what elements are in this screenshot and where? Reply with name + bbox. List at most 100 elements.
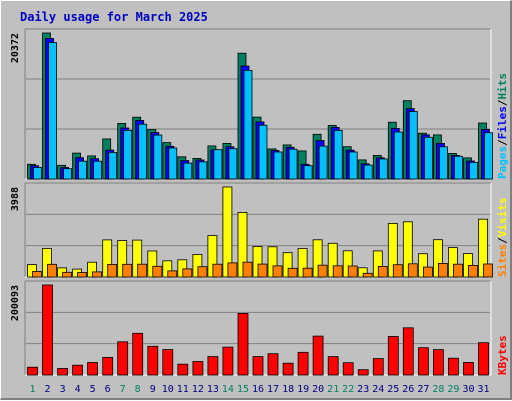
panel-bottom: 200093 <box>10 280 492 376</box>
bar-kbytes-day-15 <box>237 312 249 376</box>
x-tick-label-day-28: 28 <box>432 384 444 395</box>
bar-pages-day-6 <box>108 151 118 180</box>
bar-pages-day-29 <box>453 155 463 180</box>
legend-item-kbytes: KBytes <box>496 335 509 375</box>
bar-sites-day-27 <box>422 266 433 278</box>
bar-visits-day-18 <box>282 252 293 278</box>
bar-visits-day-14 <box>222 186 233 278</box>
bar-pages-day-16 <box>258 124 268 180</box>
bar-visits-day-27 <box>417 253 428 278</box>
legend-separator: / <box>496 139 509 146</box>
legend-item-files: Files <box>496 106 509 139</box>
bar-visits-day-24 <box>372 250 383 278</box>
chart-title: Daily usage for March 2025 <box>20 10 208 24</box>
x-tick-label-day-15: 15 <box>237 384 249 395</box>
bar-visits-day-16 <box>252 246 263 278</box>
bar-visits-day-7 <box>117 240 128 278</box>
bar-visits-day-9 <box>147 250 158 278</box>
bar-pages-day-30 <box>469 161 478 180</box>
x-tick-label-day-6: 6 <box>105 384 111 395</box>
bar-sites-day-29 <box>452 263 463 278</box>
bar-visits-day-28 <box>432 239 443 278</box>
x-tick-label-day-7: 7 <box>120 384 126 395</box>
bar-visits-day-20 <box>312 239 323 278</box>
bar-pages-day-31 <box>484 132 493 180</box>
bar-sites-day-21 <box>332 265 343 278</box>
bar-kbytes-day-21 <box>327 356 339 376</box>
bar-visits-day-12 <box>192 253 203 278</box>
bar-kbytes-day-29 <box>447 357 459 376</box>
bar-kbytes-day-9 <box>147 345 159 376</box>
bar-pages-day-20 <box>318 145 328 180</box>
x-tick-label-day-14: 14 <box>222 384 234 395</box>
bar-sites-day-1 <box>32 271 42 278</box>
bar-visits-day-8 <box>132 239 143 278</box>
bar-sites-day-14 <box>227 262 238 278</box>
bar-pages-day-21 <box>333 129 343 180</box>
x-tick-label-day-27: 27 <box>417 384 429 395</box>
bar-sites-day-13 <box>212 263 223 278</box>
bar-kbytes-day-12 <box>192 361 204 376</box>
bar-kbytes-day-16 <box>252 356 264 376</box>
scale-label-top: 20372 <box>10 33 21 63</box>
bar-sites-day-11 <box>182 268 193 278</box>
bar-visits-day-19 <box>297 247 308 278</box>
x-tick-label-day-9: 9 <box>150 384 156 395</box>
bar-visits-day-10 <box>162 260 173 278</box>
bar-kbytes-day-28 <box>432 349 444 376</box>
bar-pages-day-1 <box>33 166 42 180</box>
bar-sites-day-30 <box>468 264 478 278</box>
bar-pages-day-2 <box>48 42 57 180</box>
bar-sites-day-17 <box>272 265 283 278</box>
x-tick-label-day-8: 8 <box>135 384 141 395</box>
legend-separator: / <box>496 99 509 106</box>
bar-kbytes-day-17 <box>267 353 279 376</box>
x-tick-label-day-1: 1 <box>29 384 35 395</box>
bar-visits-day-2 <box>42 247 52 278</box>
bar-visits-day-6 <box>102 239 113 278</box>
x-tick-label-day-16: 16 <box>252 384 264 395</box>
bar-pages-day-19 <box>303 165 313 180</box>
panel-top: 20372 <box>10 28 493 180</box>
bar-visits-day-5 <box>87 261 97 278</box>
bar-kbytes-day-19 <box>297 351 309 376</box>
bar-sites-day-19 <box>302 267 313 278</box>
bar-sites-day-8 <box>137 263 148 278</box>
bar-sites-day-22 <box>347 265 358 278</box>
legend-item-pages: Pages <box>496 146 509 179</box>
bar-pages-day-4 <box>78 160 87 180</box>
bar-kbytes-day-22 <box>342 362 354 376</box>
bar-pages-day-26 <box>408 111 418 180</box>
legend-separator: / <box>496 237 509 244</box>
x-tick-label-day-5: 5 <box>90 384 96 395</box>
bar-kbytes-day-27 <box>417 347 429 376</box>
bar-kbytes-day-13 <box>207 356 219 376</box>
bar-kbytes-day-30 <box>463 361 474 376</box>
bar-sites-day-20 <box>317 264 328 278</box>
bar-kbytes-day-11 <box>177 363 189 376</box>
legend-top: Pages/Files/Hits <box>496 73 509 179</box>
bar-kbytes-day-14 <box>222 346 234 376</box>
bar-pages-day-11 <box>183 162 193 180</box>
bar-kbytes-day-7 <box>117 341 129 376</box>
bar-pages-day-12 <box>198 161 208 180</box>
bar-pages-day-15 <box>243 70 253 180</box>
x-tick-label-day-4: 4 <box>75 384 81 395</box>
legend-middle: Sites/Visits <box>496 198 509 278</box>
bar-pages-day-10 <box>168 147 178 180</box>
bar-pages-day-7 <box>123 129 133 180</box>
bar-kbytes-day-6 <box>102 356 114 376</box>
bar-kbytes-day-5 <box>87 362 98 376</box>
x-tick-label-day-23: 23 <box>357 384 369 395</box>
bar-kbytes-day-1 <box>27 366 38 376</box>
bar-sites-day-28 <box>437 262 448 278</box>
bar-sites-day-15 <box>242 261 253 278</box>
panel-middle: 3988 <box>10 182 493 278</box>
bar-kbytes-day-18 <box>282 362 294 376</box>
x-tick-label-day-11: 11 <box>177 384 189 395</box>
bar-sites-day-3 <box>62 271 72 278</box>
bar-visits-day-25 <box>387 222 398 278</box>
scale-label-bottom: 200093 <box>10 285 21 321</box>
bar-kbytes-day-10 <box>162 349 174 376</box>
